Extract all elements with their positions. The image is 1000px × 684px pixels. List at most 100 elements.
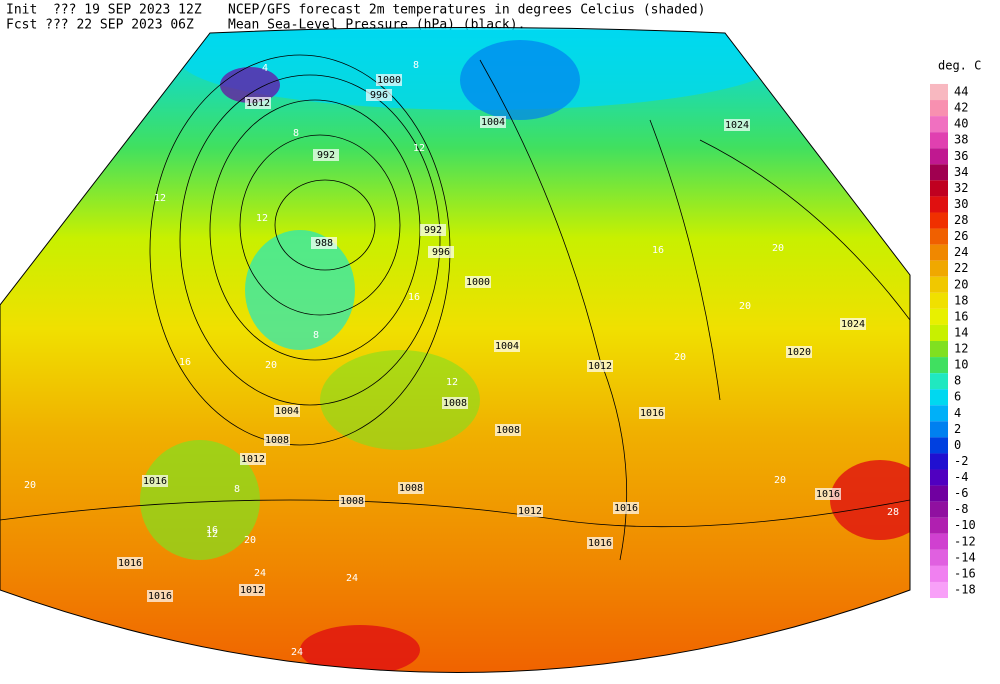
legend-swatch xyxy=(930,549,948,566)
isobar-label-bg xyxy=(366,89,392,101)
isobar-label-bg xyxy=(274,405,300,417)
temperature-label: 24 xyxy=(291,647,303,658)
legend-swatch xyxy=(930,421,948,438)
legend-swatch xyxy=(930,212,948,229)
temperature-label: 8 xyxy=(313,330,319,341)
warm-africa xyxy=(300,625,420,673)
isobar-label: 992 xyxy=(424,225,442,236)
isobar-label: 1000 xyxy=(466,277,490,288)
legend-label: 44 xyxy=(954,85,968,99)
legend-label: -16 xyxy=(954,566,976,580)
isobar-label: 992 xyxy=(317,150,335,161)
isobar-label: 1020 xyxy=(787,347,811,358)
isobar-label: 996 xyxy=(370,90,388,101)
map-border xyxy=(0,27,911,673)
forecast-time: Fcst ??? 22 SEP 2023 06Z xyxy=(6,18,194,33)
legend-swatch xyxy=(930,485,948,502)
temperature-label: 28 xyxy=(887,507,899,518)
legend-swatch xyxy=(930,180,948,197)
cool-british-isles xyxy=(245,230,355,350)
temperature-field xyxy=(0,30,910,673)
legend-label: 6 xyxy=(954,390,961,404)
temperature-label: 12 xyxy=(413,143,425,154)
isobar-label: 1004 xyxy=(481,117,505,128)
isobar-label-bg xyxy=(339,495,365,507)
temperature-label: 12 xyxy=(446,377,458,388)
isobar-label-bg xyxy=(147,590,173,602)
isobar-label: 1008 xyxy=(265,435,289,446)
isobar-label: 1012 xyxy=(240,585,264,596)
isobar-label-bg xyxy=(398,482,424,494)
isobar-label: 1016 xyxy=(640,408,664,419)
isobar-label-bg xyxy=(117,557,143,569)
legend-swatch xyxy=(930,244,948,261)
temperature-label: 8 xyxy=(234,484,240,495)
cold-iceland xyxy=(220,67,280,103)
isobar-label: 1016 xyxy=(614,503,638,514)
legend-label: 8 xyxy=(954,374,961,388)
isobar-label: 1008 xyxy=(340,496,364,507)
isobar-label: 1012 xyxy=(588,361,612,372)
legend-label: 14 xyxy=(954,325,968,339)
temperature-label: 16 xyxy=(179,357,191,368)
isobar-label-bg xyxy=(313,149,339,161)
temperature-label: 24 xyxy=(346,573,358,584)
isobar-label-bg xyxy=(613,502,639,514)
legend-label: 34 xyxy=(954,165,968,179)
cold-scandinavia xyxy=(460,40,580,120)
isobar-label-bg xyxy=(587,360,613,372)
isobar-label-bg xyxy=(724,119,750,131)
isobar-label-bg xyxy=(840,318,866,330)
isobar-label: 1016 xyxy=(118,558,142,569)
isobar-label-bg xyxy=(786,346,812,358)
legend-swatch xyxy=(930,324,948,341)
isobar-label-bg xyxy=(428,246,454,258)
legend-swatch xyxy=(930,405,948,422)
temperature-label: 16 xyxy=(206,525,218,536)
legend-label: 16 xyxy=(954,309,968,323)
isobar-label-bg xyxy=(639,407,665,419)
map-title: NCEP/GFS forecast 2m temperatures in deg… xyxy=(228,3,705,18)
legend-swatch xyxy=(930,341,948,358)
legend-label: 0 xyxy=(954,438,961,452)
isobar-label: 1004 xyxy=(275,406,299,417)
legend-label: 4 xyxy=(954,406,961,420)
isobar-label-bg xyxy=(311,237,337,249)
legend-swatch xyxy=(930,533,948,550)
isobar-label-bg xyxy=(239,584,265,596)
temperature-label: 12 xyxy=(154,193,166,204)
legend-swatch xyxy=(930,116,948,133)
isobar-label-bg xyxy=(142,475,168,487)
legend-swatch xyxy=(930,565,948,582)
legend-label: 24 xyxy=(954,245,968,259)
isobar-label: 988 xyxy=(315,238,333,249)
legend-swatch xyxy=(930,260,948,277)
legend-label: -14 xyxy=(954,550,976,564)
legend-label: -2 xyxy=(954,454,968,468)
legend-swatch xyxy=(930,100,948,117)
isobar-label: 1012 xyxy=(518,506,542,517)
legend-label: 22 xyxy=(954,261,968,275)
isobar-label-bg xyxy=(264,434,290,446)
temperature-label: 16 xyxy=(408,292,420,303)
cool-alps xyxy=(320,350,480,450)
isobar-label: 1016 xyxy=(816,489,840,500)
legend-label: 20 xyxy=(954,277,968,291)
legend-swatch xyxy=(930,501,948,518)
legend-swatch xyxy=(930,389,948,406)
isobar-label: 1004 xyxy=(495,341,519,352)
legend-title: deg. C xyxy=(938,59,981,73)
temperature-label: 12 xyxy=(256,213,268,224)
isobar-label-bg xyxy=(517,505,543,517)
temperature-label: 8 xyxy=(413,60,419,71)
temperature-label: 24 xyxy=(254,568,266,579)
legend-label: -10 xyxy=(954,518,976,532)
isobar-label: 996 xyxy=(432,247,450,258)
legend-swatch xyxy=(930,308,948,325)
legend-swatch xyxy=(930,437,948,454)
isobar-label-bg xyxy=(480,116,506,128)
isobar-label: 1024 xyxy=(725,120,749,131)
isobar-label-bg xyxy=(240,453,266,465)
legend-swatch xyxy=(930,373,948,390)
legend-swatch xyxy=(930,581,948,599)
